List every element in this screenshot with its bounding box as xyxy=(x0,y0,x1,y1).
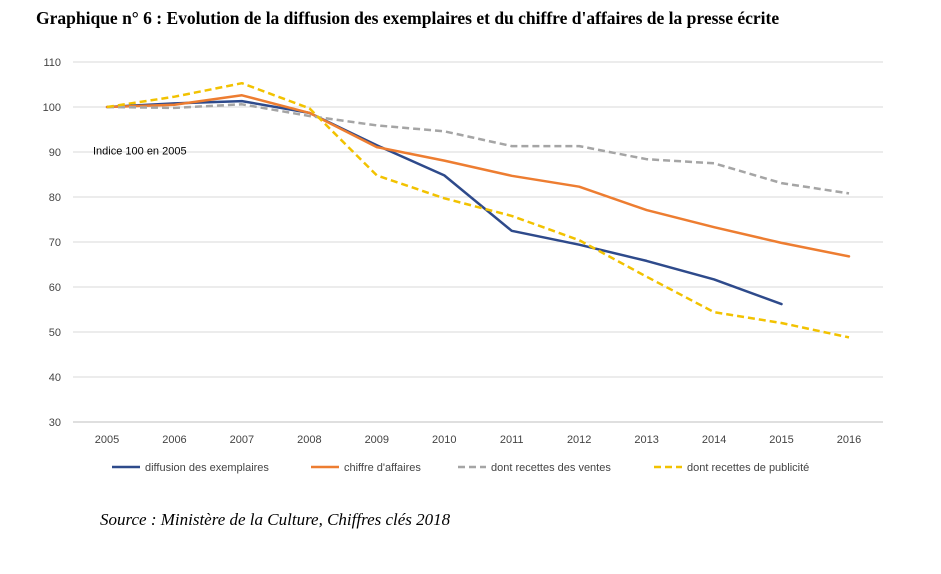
x-tick-label: 2015 xyxy=(769,434,793,446)
legend: diffusion des exemplaires chiffre d'affai… xyxy=(112,462,809,474)
series-lines xyxy=(105,81,851,339)
x-tick-label: 2008 xyxy=(297,434,321,446)
y-tick-label: 80 xyxy=(49,192,61,204)
x-tick-label: 2012 xyxy=(567,434,591,446)
series-line-2 xyxy=(105,94,851,258)
index-annotation: Indice 100 en 2005 xyxy=(93,145,187,157)
chart-title: Graphique n° 6 : Evolution de la diffusi… xyxy=(36,8,780,28)
x-tick-label: 2009 xyxy=(365,434,389,446)
legend-label: dont recettes des ventes xyxy=(491,462,611,474)
y-tick-label: 110 xyxy=(43,57,61,69)
y-tick-label: 60 xyxy=(49,282,61,294)
x-tick-label: 2013 xyxy=(634,434,658,446)
legend-label: diffusion des exemplaires xyxy=(145,462,269,474)
series-line-3 xyxy=(106,103,850,195)
x-tick-label: 2006 xyxy=(162,434,186,446)
y-tick-label: 40 xyxy=(49,372,61,384)
y-axis-ticks: 30 40 50 60 70 80 90 100 110 xyxy=(43,57,61,429)
source-note: Source : Ministère de la Culture, Chiffr… xyxy=(100,510,451,529)
series-line-4 xyxy=(106,81,850,339)
x-tick-label: 2010 xyxy=(432,434,456,446)
x-tick-label: 2007 xyxy=(230,434,254,446)
y-tick-label: 100 xyxy=(43,102,61,114)
x-tick-label: 2014 xyxy=(702,434,726,446)
x-tick-label: 2016 xyxy=(837,434,861,446)
y-tick-label: 30 xyxy=(49,417,61,429)
gridlines xyxy=(73,61,883,423)
y-tick-label: 50 xyxy=(49,327,61,339)
legend-label: dont recettes de publicité xyxy=(687,462,809,474)
legend-label: chiffre d'affaires xyxy=(344,462,421,474)
x-tick-label: 2005 xyxy=(95,434,119,446)
y-tick-label: 90 xyxy=(49,147,61,159)
x-tick-label: 2011 xyxy=(500,434,524,446)
x-axis-ticks: 2005 2006 2007 2008 2009 2010 2011 2012 2013 2014… xyxy=(95,434,861,446)
y-tick-label: 70 xyxy=(49,237,61,249)
series-line-1 xyxy=(105,99,783,306)
